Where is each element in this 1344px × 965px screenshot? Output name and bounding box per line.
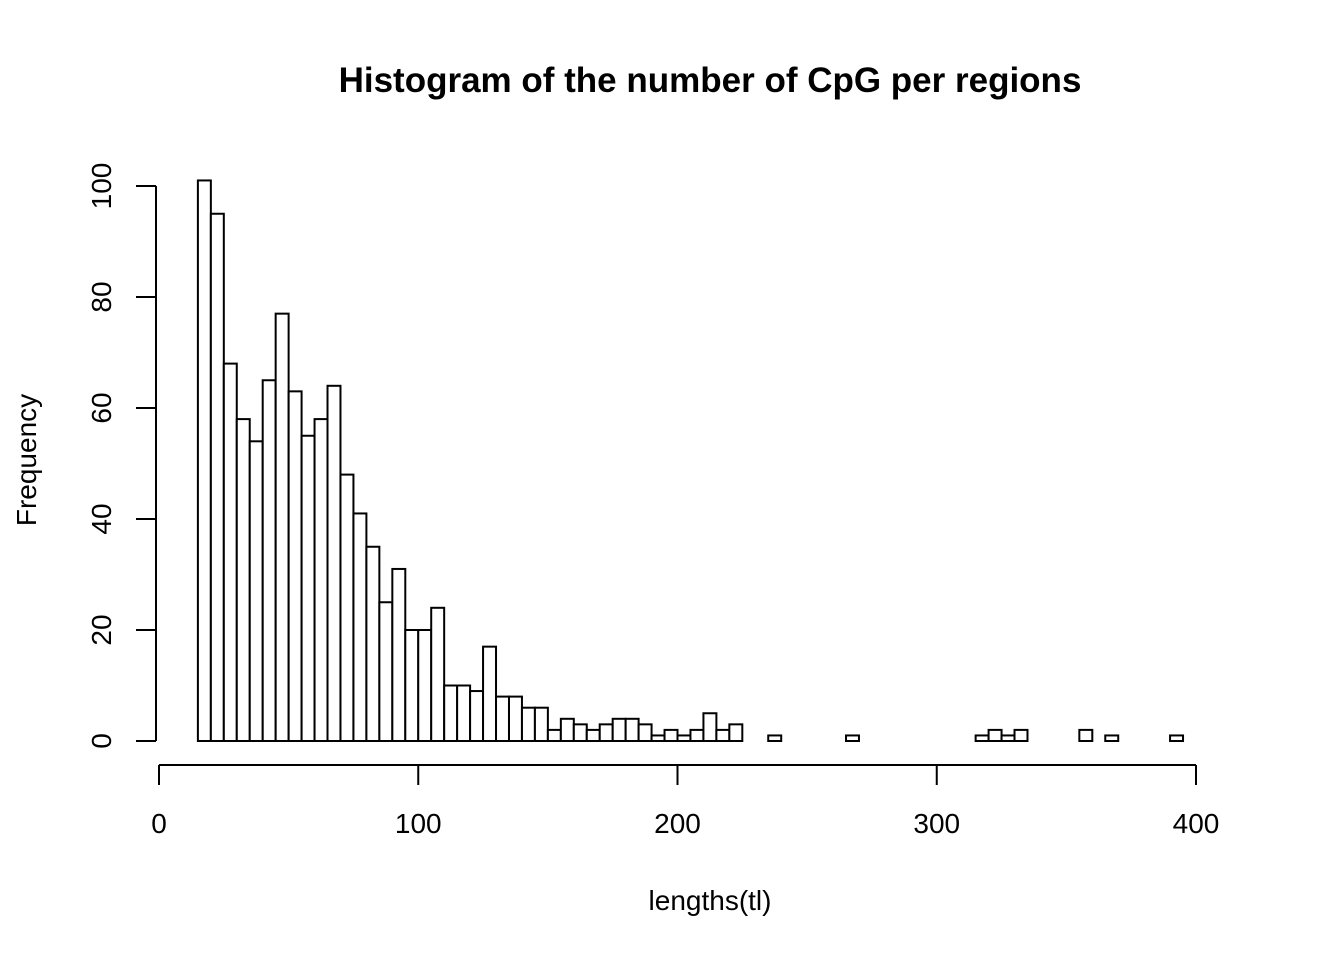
histogram-bar bbox=[715, 728, 731, 743]
histogram-bar bbox=[313, 418, 329, 742]
histogram-bar bbox=[391, 567, 407, 743]
histogram-bar bbox=[1000, 734, 1016, 743]
histogram-bar bbox=[974, 734, 990, 743]
histogram-bar bbox=[1078, 728, 1094, 743]
histogram-bar bbox=[326, 384, 342, 742]
histogram-bar bbox=[404, 629, 420, 742]
x-tick-label: 100 bbox=[395, 808, 442, 839]
histogram-bar bbox=[209, 212, 225, 742]
histogram-bar bbox=[767, 734, 783, 743]
histogram-bar bbox=[702, 712, 718, 742]
histogram-bar bbox=[443, 684, 459, 742]
histogram-bar bbox=[845, 734, 860, 743]
histogram-bar bbox=[585, 728, 601, 743]
histogram-bar bbox=[728, 723, 744, 742]
histogram-bar bbox=[482, 645, 498, 743]
y-tick-label: 60 bbox=[86, 392, 117, 423]
histogram-bar bbox=[378, 601, 394, 742]
histogram-bar bbox=[1104, 734, 1120, 743]
histogram-bar bbox=[222, 362, 238, 742]
histogram-bar bbox=[637, 723, 653, 742]
x-axis-label: lengths(tl) bbox=[649, 885, 772, 916]
histogram-bar bbox=[559, 717, 575, 742]
histogram-bar bbox=[352, 512, 368, 743]
x-tick-label: 300 bbox=[913, 808, 960, 839]
histogram-bar bbox=[611, 717, 627, 742]
histogram-bar bbox=[300, 434, 316, 742]
y-tick-label: 80 bbox=[86, 281, 117, 312]
y-tick-label: 20 bbox=[86, 614, 117, 645]
histogram-bar bbox=[689, 728, 705, 743]
x-tick-label: 200 bbox=[654, 808, 701, 839]
histogram-bar bbox=[1169, 734, 1185, 743]
histogram-bar bbox=[430, 606, 446, 742]
histogram-bar bbox=[287, 390, 303, 742]
histogram-bar bbox=[533, 706, 549, 743]
histogram-bar bbox=[507, 695, 523, 742]
y-axis-label: Frequency bbox=[11, 394, 42, 526]
x-tick-label: 400 bbox=[1173, 808, 1220, 839]
histogram-bar bbox=[469, 690, 485, 742]
histogram-bar bbox=[676, 734, 692, 743]
histogram-bar bbox=[274, 312, 290, 742]
histogram-bar bbox=[546, 728, 562, 743]
histogram-bar bbox=[417, 629, 433, 742]
histogram-bar bbox=[572, 723, 588, 742]
histogram-bar bbox=[456, 684, 472, 742]
histogram-bar bbox=[987, 728, 1003, 743]
histogram-bar bbox=[520, 706, 536, 743]
histogram-bar bbox=[624, 717, 640, 742]
histogram-bar bbox=[650, 734, 666, 743]
y-tick-label: 100 bbox=[86, 163, 117, 210]
histogram-bar bbox=[663, 728, 679, 743]
histogram-bar bbox=[339, 473, 355, 742]
histogram-bar bbox=[495, 695, 510, 742]
histogram-bar bbox=[598, 723, 614, 742]
histogram-bar bbox=[365, 545, 381, 742]
chart-title: Histogram of the number of CpG per regio… bbox=[339, 61, 1082, 100]
y-tick-label: 0 bbox=[86, 733, 117, 749]
histogram-bars bbox=[196, 179, 1185, 743]
y-axis: 0 20 40 60 80 100 bbox=[86, 163, 157, 749]
x-tick-label: 0 bbox=[151, 808, 167, 839]
y-tick-label: 40 bbox=[86, 503, 117, 534]
histogram-bar bbox=[1013, 728, 1029, 743]
histogram-bar bbox=[261, 379, 277, 742]
x-axis: 0 100 200 300 400 bbox=[151, 764, 1220, 839]
histogram-bar bbox=[248, 440, 264, 742]
histogram-bar bbox=[196, 179, 212, 742]
histogram-bar bbox=[235, 418, 251, 742]
